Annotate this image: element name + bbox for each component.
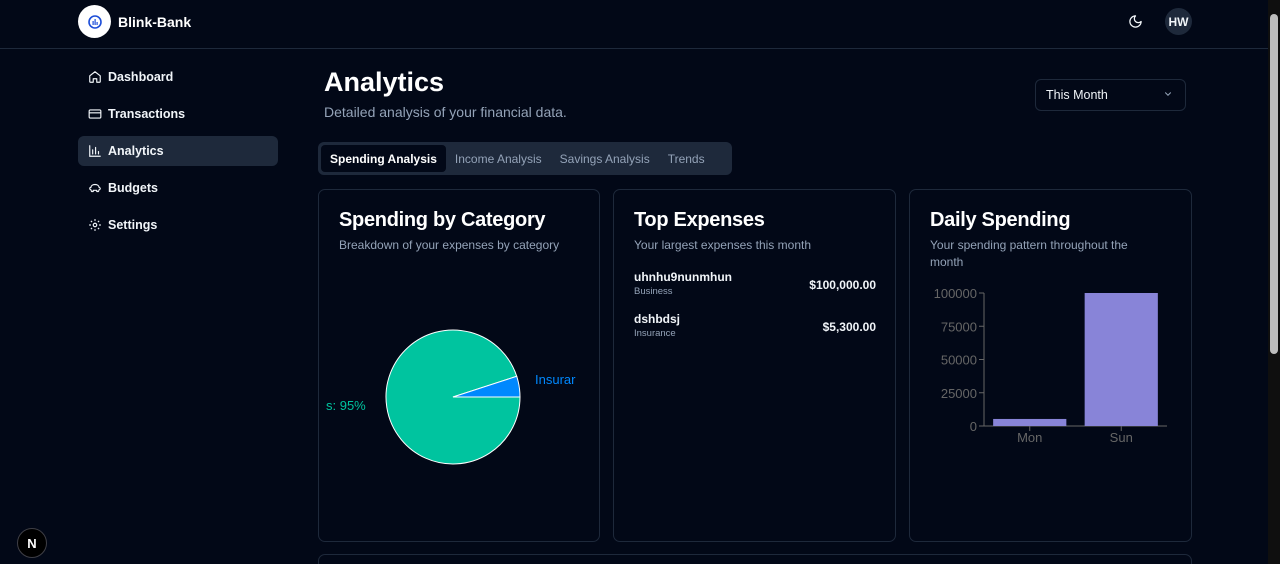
gear-icon	[88, 218, 102, 232]
daily-spending-card: Daily Spending Your spending pattern thr…	[909, 189, 1192, 542]
page-title: Analytics	[324, 67, 445, 97]
sidebar-item-label: Settings	[108, 218, 158, 232]
pie-slice-insurance[interactable]	[452, 375, 521, 398]
expense-name: dshbdsj	[634, 312, 681, 326]
pie-label-insurance: Insurar	[535, 372, 576, 387]
tab-spending-analysis[interactable]: Spending Analysis	[321, 145, 446, 172]
piggy-bank-icon	[88, 181, 102, 195]
bar-mon[interactable]	[993, 418, 1067, 426]
card-description: Your spending pattern throughout the mon…	[930, 238, 1128, 269]
expense-amount: $5,300.00	[822, 320, 876, 334]
sidebar-item-transactions[interactable]: Transactions	[78, 99, 278, 129]
expense-category: Business	[634, 286, 673, 297]
sidebar-item-label: Dashboard	[108, 70, 174, 84]
expense-amount: $100,000.00	[809, 278, 876, 292]
tab-savings-analysis[interactable]: Savings Analysis	[559, 151, 650, 166]
card-title: Daily Spending	[930, 209, 1071, 231]
bar-chart-icon	[88, 144, 102, 158]
y-tick-label: 100000	[934, 286, 977, 301]
chevron-down-icon	[1163, 88, 1173, 102]
sidebar-item-label: Transactions	[108, 107, 186, 121]
sidebar-item-budgets[interactable]: Budgets	[78, 173, 278, 203]
card-title: Top Expenses	[634, 209, 765, 231]
x-tick-label: Sun	[1110, 430, 1133, 445]
tab-income-analysis[interactable]: Income Analysis	[454, 151, 542, 166]
sidebar-item-label: Analytics	[108, 144, 164, 158]
analysis-tabs: Spending Analysis Income Analysis Saving…	[318, 142, 732, 175]
expense-item[interactable]: dshbdsj Insurance $5,300.00	[634, 312, 876, 339]
scrollbar-thumb[interactable]	[1270, 14, 1278, 354]
spending-by-category-card: Spending by Category Breakdown of your e…	[318, 189, 600, 542]
daily-spending-bar-chart: 0 25000 50000 75000 100000 Mon Sun	[934, 286, 1167, 445]
next-card-edge	[318, 554, 1192, 564]
brand[interactable]: Blink-Bank	[78, 5, 191, 38]
page-subtitle: Detailed analysis of your financial data…	[324, 104, 567, 120]
category-pie-chart: s: 95% Insurar	[326, 329, 576, 465]
sidebar-item-label: Budgets	[108, 181, 158, 195]
y-tick-label: 0	[970, 419, 977, 434]
moon-icon[interactable]	[1125, 11, 1145, 31]
expense-name: uhnhu9nunmhun	[634, 270, 732, 284]
sidebar-item-dashboard[interactable]: Dashboard	[78, 62, 278, 92]
card-description: Your largest expenses this month	[634, 238, 811, 252]
expense-item[interactable]: uhnhu9nunmhun Business $100,000.00	[634, 270, 876, 297]
bar-sun[interactable]	[1084, 293, 1158, 426]
tab-trends[interactable]: Trends	[667, 151, 705, 166]
y-tick-label: 50000	[941, 353, 977, 368]
sidebar-item-analytics[interactable]: Analytics	[78, 136, 278, 166]
nextjs-badge-icon[interactable]: N	[17, 528, 47, 558]
logo-icon	[78, 5, 111, 38]
y-tick-label: 75000	[941, 319, 977, 334]
card-description: Breakdown of your expenses by category	[339, 238, 560, 252]
avatar[interactable]: HW	[1165, 8, 1192, 35]
top-expenses-card: Top Expenses Your largest expenses this …	[613, 189, 896, 542]
period-select-value: This Month	[1046, 88, 1108, 102]
x-tick-label: Mon	[1017, 430, 1042, 445]
home-icon	[88, 70, 102, 84]
expense-category: Insurance	[634, 328, 676, 339]
sidebar: Dashboard Transactions Analytics Budgets…	[78, 62, 278, 247]
vertical-scrollbar[interactable]	[1268, 0, 1280, 564]
sidebar-item-settings[interactable]: Settings	[78, 210, 278, 240]
brand-name: Blink-Bank	[118, 13, 192, 30]
pie-label-business: s: 95%	[326, 398, 366, 413]
top-navbar: Blink-Bank HW	[0, 0, 1268, 49]
period-select[interactable]: This Month	[1035, 79, 1186, 111]
credit-card-icon	[88, 107, 102, 121]
card-title: Spending by Category	[339, 209, 546, 231]
y-tick-label: 25000	[941, 386, 977, 401]
